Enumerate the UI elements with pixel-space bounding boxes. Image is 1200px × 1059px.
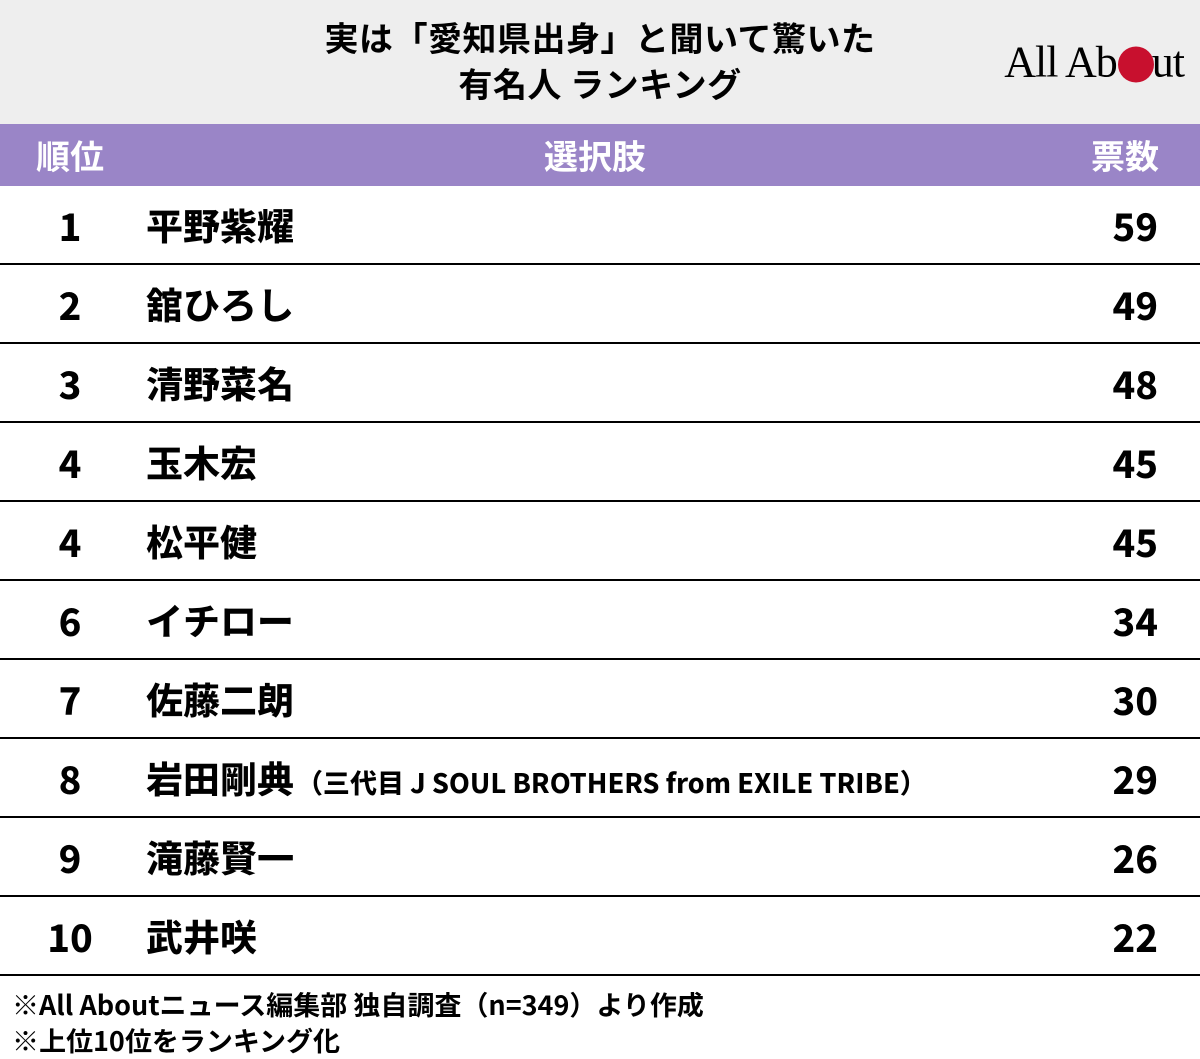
table-header-row: 順位 選択肢 票数	[0, 124, 1200, 186]
footnote-1: ※All Aboutニュース編集部 独自調査（n=349）より作成	[12, 986, 1188, 1022]
rank-cell: 2	[0, 276, 140, 331]
col-header-rank: 順位	[0, 130, 140, 179]
choice-name: 武井咲	[146, 908, 257, 962]
table-row: 3清野菜名 48	[0, 344, 1200, 423]
votes-cell: 34	[1050, 592, 1200, 647]
choice-cell: イチロー	[140, 592, 1050, 646]
logo-text-left: All Ab	[1004, 36, 1117, 87]
header-section: 実は「愛知県出身」と聞いて驚いた 有名人 ランキング All Ab ut	[0, 0, 1200, 124]
choice-name: イチロー	[146, 592, 294, 646]
allabout-logo: All Ab ut	[1004, 36, 1184, 87]
table-row: 6イチロー 34	[0, 581, 1200, 660]
footnote-2: ※上位10位をランキング化	[12, 1022, 1188, 1058]
choice-name: 舘ひろし	[146, 276, 294, 330]
choice-name: 滝藤賢一	[146, 829, 294, 883]
logo-text-right: ut	[1152, 36, 1184, 87]
rank-cell: 10	[0, 908, 140, 963]
choice-name: 岩田剛典	[146, 750, 294, 804]
votes-cell: 26	[1050, 829, 1200, 884]
table-body: 1平野紫耀 59 2舘ひろし 49 3清野菜名 48 4玉木宏 45 4松平健 45 6イチロー 34…	[0, 186, 1200, 976]
rank-cell: 1	[0, 197, 140, 252]
choice-cell: 松平健	[140, 513, 1050, 567]
choice-name: 佐藤二朗	[146, 671, 294, 725]
votes-cell: 29	[1050, 750, 1200, 805]
rank-cell: 3	[0, 355, 140, 410]
title-line-1: 実は「愛知県出身」と聞いて驚いた	[325, 12, 876, 61]
col-header-votes: 票数	[1050, 130, 1200, 179]
votes-cell: 30	[1050, 671, 1200, 726]
footnotes: ※All Aboutニュース編集部 独自調査（n=349）より作成 ※上位10位…	[0, 976, 1200, 1059]
table-row: 1平野紫耀 59	[0, 186, 1200, 265]
logo-dot-icon	[1118, 46, 1154, 82]
table-row: 2舘ひろし 49	[0, 265, 1200, 344]
rank-cell: 6	[0, 592, 140, 647]
votes-cell: 45	[1050, 434, 1200, 489]
col-header-choice: 選択肢	[140, 130, 1050, 179]
votes-cell: 59	[1050, 197, 1200, 252]
choice-note: （三代目 J SOUL BROTHERS from EXILE TRIBE）	[296, 762, 927, 801]
table-row: 8岩田剛典（三代目 J SOUL BROTHERS from EXILE TRI…	[0, 739, 1200, 818]
rank-cell: 9	[0, 829, 140, 884]
rank-cell: 4	[0, 434, 140, 489]
rank-cell: 8	[0, 750, 140, 805]
choice-name: 清野菜名	[146, 355, 294, 409]
ranking-card: 実は「愛知県出身」と聞いて驚いた 有名人 ランキング All Ab ut 順位 …	[0, 0, 1200, 1059]
choice-cell: 滝藤賢一	[140, 829, 1050, 883]
rank-cell: 4	[0, 513, 140, 568]
choice-cell: 平野紫耀	[140, 197, 1050, 251]
choice-cell: 佐藤二朗	[140, 671, 1050, 725]
choice-name: 玉木宏	[146, 434, 257, 488]
table-row: 10武井咲 22	[0, 897, 1200, 976]
votes-cell: 45	[1050, 513, 1200, 568]
choice-name: 松平健	[146, 513, 257, 567]
table-row: 7佐藤二朗 30	[0, 660, 1200, 739]
choice-name: 平野紫耀	[146, 197, 294, 251]
choice-cell: 武井咲	[140, 908, 1050, 962]
choice-cell: 舘ひろし	[140, 276, 1050, 330]
votes-cell: 49	[1050, 276, 1200, 331]
title-line-2: 有名人 ランキング	[458, 58, 741, 107]
choice-cell: 岩田剛典（三代目 J SOUL BROTHERS from EXILE TRIB…	[140, 750, 1050, 804]
rank-cell: 7	[0, 671, 140, 726]
page-title: 実は「愛知県出身」と聞いて驚いた 有名人 ランキング	[325, 14, 876, 106]
choice-cell: 玉木宏	[140, 434, 1050, 488]
table-row: 4玉木宏 45	[0, 423, 1200, 502]
votes-cell: 22	[1050, 908, 1200, 963]
table-row: 9滝藤賢一 26	[0, 818, 1200, 897]
votes-cell: 48	[1050, 355, 1200, 410]
choice-cell: 清野菜名	[140, 355, 1050, 409]
table-row: 4松平健 45	[0, 502, 1200, 581]
